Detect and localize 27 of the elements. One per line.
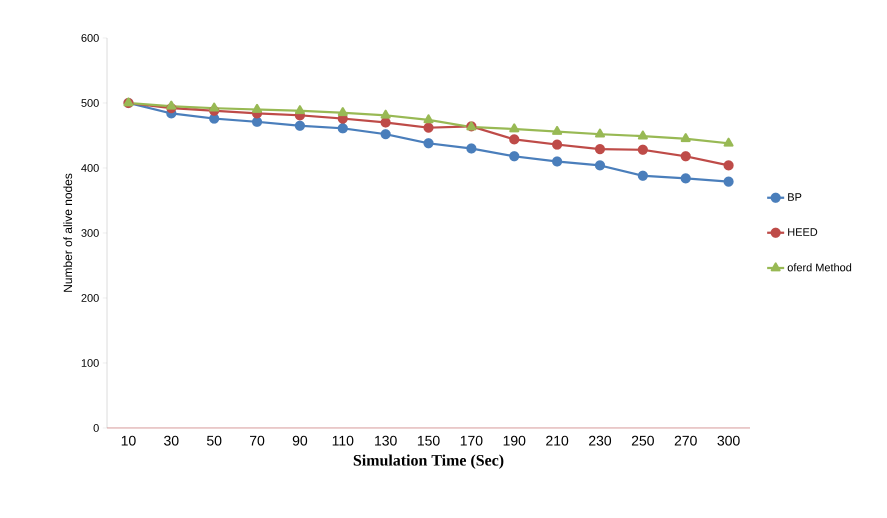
x-tick-label: 150 — [418, 436, 440, 446]
x-tick-label: 270 — [674, 436, 697, 446]
x-tick-label: 210 — [546, 436, 568, 446]
y-axis-title: Number of alive nodes — [63, 174, 72, 292]
legend-label: BP — [788, 193, 802, 201]
legend-label: HEED — [788, 228, 818, 236]
x-tick-label: 70 — [250, 436, 264, 446]
y-tick-label: 400 — [81, 164, 99, 172]
x-tick-label: 90 — [292, 436, 308, 446]
x-tick-label: 110 — [332, 436, 354, 446]
x-axis-title: Simulation Time (Sec) — [354, 454, 504, 469]
x-tick-label: 50 — [206, 436, 222, 446]
y-tick-label: 300 — [81, 229, 99, 237]
x-tick-label: 170 — [460, 436, 482, 446]
x-tick-label: 230 — [589, 436, 612, 446]
x-tick-label: 10 — [122, 436, 136, 446]
x-tick-label: 300 — [717, 436, 740, 446]
x-tick-label: 250 — [632, 436, 654, 446]
x-tick-label: 190 — [504, 436, 526, 446]
x-tick-label: 30 — [164, 436, 179, 446]
y-tick-label: 600 — [82, 34, 99, 42]
x-tick-label: 130 — [375, 436, 397, 446]
y-tick-label: 0 — [94, 424, 99, 432]
legend-label: oferd Method — [788, 263, 852, 272]
y-tick-label: 100 — [82, 359, 99, 367]
y-tick-label: 200 — [82, 294, 99, 302]
y-tick-label: 500 — [81, 99, 99, 107]
